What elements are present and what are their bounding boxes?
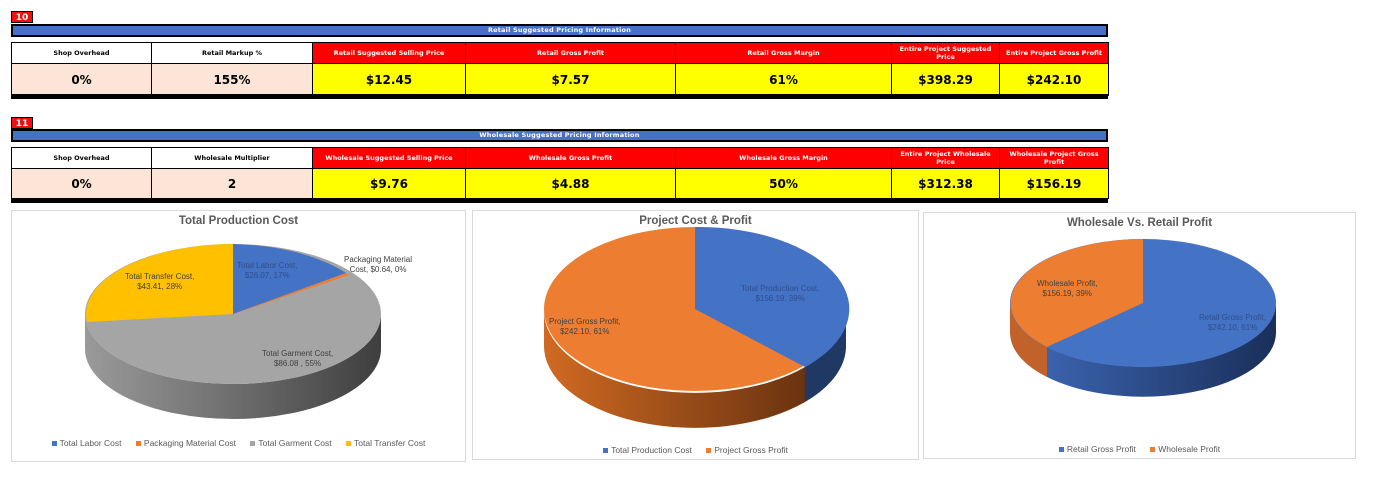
legend-swatch-icon <box>706 448 712 454</box>
project-suggested-price-cell[interactable]: $398.29 <box>891 63 1000 96</box>
legend-item[interactable]: Retail Gross Profit <box>1058 444 1136 454</box>
header-cell: Retail Markup % <box>151 42 313 64</box>
legend-swatch-icon <box>1058 447 1064 453</box>
slice-wholesale-profit[interactable] <box>1010 239 1143 347</box>
retail-markup-cell[interactable]: 155% <box>151 63 313 96</box>
header-cell: Entire Project Gross Profit <box>999 42 1109 64</box>
section-title-bar: Retail Suggested Pricing Information <box>11 24 1108 37</box>
header-cell: Shop Overhead <box>11 42 152 64</box>
retail-gross-profit-cell[interactable]: $7.57 <box>465 63 676 96</box>
chart-wholesale-vs-retail-profit[interactable]: Wholesale Vs. Retail Profit Retail Gross… <box>923 212 1356 459</box>
section-number-badge: 11 <box>11 117 33 129</box>
chart-legend: Retail Gross Profit Wholesale Profit <box>924 444 1355 454</box>
data-label: Total Production Cost, $156.19, 39% <box>741 284 820 303</box>
data-label: Total Garment Cost, $86.08 , 55% <box>262 349 334 368</box>
chart-title: Wholesale Vs. Retail Profit <box>1066 217 1213 229</box>
table-header-row: Shop Overhead Retail Markup % Retail Sug… <box>11 42 1109 64</box>
legend-swatch-icon <box>346 441 352 447</box>
legend-swatch-icon <box>135 441 141 447</box>
data-label: Retail Gross Profit, $242.10, 61% <box>1199 313 1267 332</box>
pie-side <box>805 309 847 402</box>
data-label: Total Labor Cost, $26.07, 17% <box>237 261 298 280</box>
chart-total-production-cost[interactable]: Total Production Cost Total Labor Cost, $… <box>11 210 466 462</box>
pie-side <box>1010 303 1047 377</box>
header-cell: Shop Overhead <box>11 147 152 169</box>
slice-packaging-material-cost[interactable] <box>233 273 349 314</box>
header-cell: Retail Gross Profit <box>465 42 676 64</box>
shop-overhead-cell[interactable]: 0% <box>11 168 152 199</box>
project-wholesale-price-cell[interactable]: $312.38 <box>891 168 1000 199</box>
section-number-badge: 10 <box>11 11 33 23</box>
data-label: Packaging Material Cost, $0.64, 0% <box>344 255 413 274</box>
retail-pricing-table: Shop Overhead Retail Markup % Retail Sug… <box>11 42 1109 96</box>
chart-title: Project Cost & Profit <box>639 215 752 227</box>
project-gross-profit-cell[interactable]: $242.10 <box>999 63 1109 96</box>
legend-item[interactable]: Total Labor Cost <box>51 438 122 448</box>
header-cell: Entire Project Suggested Price <box>891 42 1000 64</box>
header-cell: Wholesale Multiplier <box>151 147 313 169</box>
section-title-bar: Wholesale Suggested Pricing Information <box>11 129 1108 142</box>
header-cell: Wholesale Gross Profit <box>465 147 676 169</box>
legend-item[interactable]: Total Transfer Cost <box>346 438 425 448</box>
slice-total-labor-cost[interactable] <box>233 244 346 314</box>
header-cell: Wholesale Suggested Selling Price <box>312 147 466 169</box>
legend-item[interactable]: Total Garment Cost <box>250 438 332 448</box>
shop-overhead-cell[interactable]: 0% <box>11 63 152 96</box>
pie-chart-3d <box>1010 239 1276 397</box>
pie-chart-3d <box>85 244 381 419</box>
chart-title: Total Production Cost <box>178 215 299 227</box>
chart-legend: Total Production Cost Project Gross Prof… <box>473 445 918 455</box>
header-cell: Retail Gross Margin <box>675 42 892 64</box>
data-label: Project Gross Profit, $242.10, 61% <box>549 317 621 336</box>
table-header-row: Shop Overhead Wholesale Multiplier Whole… <box>11 147 1109 169</box>
pie-chart-3d <box>543 226 850 428</box>
legend-swatch-icon <box>250 441 256 447</box>
wholesale-pricing-table: Shop Overhead Wholesale Multiplier Whole… <box>11 147 1109 199</box>
retail-gross-margin-cell[interactable]: 61% <box>675 63 892 96</box>
table-row: 0% 155% $12.45 $7.57 61% $398.29 $242.10 <box>11 63 1109 96</box>
header-cell: Wholesale Gross Margin <box>675 147 892 169</box>
chart-legend: Total Labor Cost Packaging Material Cost… <box>12 438 465 448</box>
pie-side <box>85 314 381 419</box>
pie-side <box>543 309 805 428</box>
legend-swatch-icon <box>1150 447 1156 453</box>
legend-item[interactable]: Total Production Cost <box>603 445 692 455</box>
chart-project-cost-profit[interactable]: Project Cost & Profit Total Production C… <box>472 210 919 460</box>
header-cell: Entire Project Wholesale Price <box>891 147 1000 169</box>
pie-side <box>1047 303 1276 397</box>
legend-item[interactable]: Wholesale Profit <box>1150 444 1220 454</box>
table-bottom-border <box>11 198 1108 203</box>
table-bottom-border <box>11 94 1108 99</box>
header-cell: Retail Suggested Selling Price <box>312 42 466 64</box>
legend-item[interactable]: Packaging Material Cost <box>135 438 236 448</box>
wholesale-gross-margin-cell[interactable]: 50% <box>675 168 892 199</box>
slice-total-transfer-cost[interactable] <box>86 244 233 322</box>
table-row: 0% 2 $9.76 $4.88 50% $312.38 $156.19 <box>11 168 1109 199</box>
slice-total-production-cost[interactable] <box>695 226 850 367</box>
header-cell: Wholesale Project Gross Profit <box>999 147 1109 169</box>
legend-swatch-icon <box>51 441 57 447</box>
wholesale-selling-price-cell[interactable]: $9.76 <box>312 168 466 199</box>
retail-selling-price-cell[interactable]: $12.45 <box>312 63 466 96</box>
data-label: Wholesale Profit, $156.19, 39% <box>1037 279 1098 298</box>
wholesale-project-gross-profit-cell[interactable]: $156.19 <box>999 168 1109 199</box>
legend-item[interactable]: Project Gross Profit <box>706 445 788 455</box>
wholesale-gross-profit-cell[interactable]: $4.88 <box>465 168 676 199</box>
data-label: Total Transfer Cost, $43.41, 28% <box>125 272 195 291</box>
legend-swatch-icon <box>603 448 609 454</box>
wholesale-multiplier-cell[interactable]: 2 <box>151 168 313 199</box>
